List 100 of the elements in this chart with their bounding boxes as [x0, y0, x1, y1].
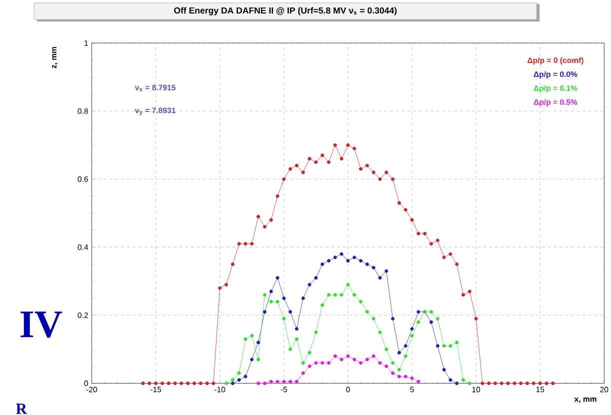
point: [455, 340, 459, 344]
point: [256, 340, 260, 344]
point: [372, 317, 376, 321]
point: [365, 262, 369, 266]
point: [244, 374, 248, 378]
point: [365, 358, 369, 362]
point: [333, 293, 337, 297]
point: [404, 344, 408, 348]
point: [320, 303, 324, 307]
point: [314, 276, 318, 280]
point: [429, 310, 433, 314]
point: [429, 320, 433, 324]
point: [340, 252, 344, 256]
point: [378, 276, 382, 280]
point: [416, 310, 420, 314]
point: [320, 262, 324, 266]
point: [333, 256, 337, 260]
point: [262, 293, 266, 297]
point: [294, 338, 298, 342]
point: [262, 382, 266, 386]
point: [326, 361, 331, 365]
point: [359, 259, 363, 263]
point: [250, 358, 254, 362]
point: [461, 378, 466, 382]
point: [346, 283, 350, 287]
point: [301, 361, 305, 365]
point: [276, 300, 280, 304]
point: [352, 358, 356, 362]
point: [269, 290, 273, 294]
point: [397, 351, 401, 355]
point: [372, 354, 376, 358]
point: [404, 374, 408, 378]
point: [269, 380, 273, 384]
point: [269, 300, 273, 304]
point: [288, 310, 292, 314]
point: [378, 361, 382, 365]
point: [391, 317, 395, 321]
text: R: [16, 404, 28, 414]
point: [326, 259, 331, 263]
point: [340, 358, 344, 362]
point: [294, 380, 298, 384]
point: [365, 310, 369, 314]
point: [288, 348, 292, 352]
point: [230, 382, 234, 386]
point: [448, 378, 452, 382]
point: [288, 380, 292, 384]
point: [384, 364, 388, 368]
point: [384, 269, 388, 273]
point: [391, 372, 395, 376]
point: [404, 354, 408, 358]
point: [346, 259, 350, 263]
point: [397, 368, 401, 372]
point: [378, 330, 382, 334]
point: [308, 364, 312, 368]
point: [250, 334, 254, 338]
point: [359, 361, 363, 365]
point: [276, 276, 280, 280]
point: [314, 330, 318, 334]
point: [384, 348, 388, 352]
point: [301, 296, 305, 300]
point: [244, 338, 248, 342]
point: [282, 317, 286, 321]
point: [436, 344, 440, 348]
point: [397, 374, 401, 378]
point: [301, 372, 305, 376]
point: [237, 378, 241, 382]
point: [230, 378, 234, 382]
point: [346, 354, 350, 358]
point: [326, 293, 331, 297]
point: [276, 380, 280, 384]
point: [391, 361, 395, 365]
point: [436, 317, 440, 321]
point: [340, 293, 344, 297]
point: [308, 351, 312, 355]
text: IV: [20, 312, 62, 338]
point: [352, 293, 356, 297]
point: [410, 334, 414, 338]
point: [256, 358, 260, 362]
point: [256, 382, 260, 386]
point: [314, 361, 318, 365]
point: [372, 266, 376, 270]
point: [468, 382, 472, 386]
point: [262, 310, 266, 314]
point: [237, 372, 241, 376]
point: [282, 380, 286, 384]
point: [359, 300, 363, 304]
point: [442, 368, 446, 372]
chart-title: Off Energy DA DAFNE II @ IP (Urf=5.8 MV ν$_{s}$ = 0.3044): [174, 7, 397, 16]
point: [410, 376, 414, 380]
point: [416, 380, 420, 384]
point: [410, 327, 414, 331]
point: [448, 344, 452, 348]
point: [224, 382, 228, 386]
point: [352, 256, 356, 260]
point: [294, 327, 298, 331]
point: [282, 296, 286, 300]
point: [308, 283, 312, 287]
point: [442, 344, 446, 348]
point: [320, 361, 324, 365]
point: [333, 354, 337, 358]
